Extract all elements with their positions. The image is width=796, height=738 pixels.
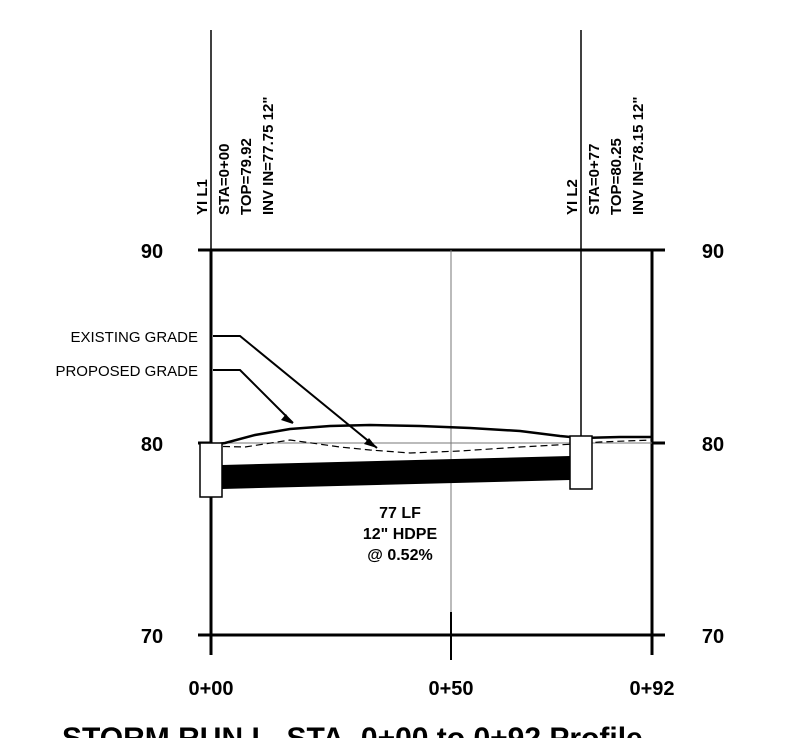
structure-1-name: YI L1 — [194, 179, 211, 215]
y-tick-right-90: 90 — [702, 241, 724, 263]
y-tick-right-80: 80 — [702, 434, 724, 456]
proposed-grade-arrowhead — [281, 414, 293, 424]
structure-1-label: YI L1 STA=0+00 TOP=79.92 INV IN=77.75 12… — [194, 97, 277, 215]
proposed-grade-callout: PROPOSED GRADE — [55, 363, 198, 380]
structure-1-top: TOP=79.92 — [238, 138, 255, 215]
existing-grade-leader — [213, 335, 378, 449]
structure-2-station: STA=0+77 — [586, 144, 603, 215]
y-tick-left-80: 80 — [141, 434, 163, 456]
existing-grade-arrowhead — [364, 438, 377, 448]
pipe-length: 77 LF — [379, 505, 421, 522]
x-tick-0+00: 0+00 — [188, 678, 233, 700]
structure-2-invert: INV IN=78.15 12" — [630, 97, 647, 215]
storm-pipe — [222, 456, 570, 489]
x-tick-0+92: 0+92 — [629, 678, 674, 700]
proposed-grade-leader — [213, 369, 294, 424]
y-tick-left-70: 70 — [141, 626, 163, 648]
profile-title: STORM RUN I - STA. 0+00 to 0+92 Profile — [62, 722, 643, 738]
structure-1-invert: INV IN=77.75 12" — [260, 97, 277, 215]
structure-1-box — [199, 442, 223, 498]
existing-grade-line — [200, 439, 653, 454]
structure-2-box — [569, 435, 593, 490]
existing-grade-callout: EXISTING GRADE — [70, 329, 198, 346]
structure-2-top: TOP=80.25 — [608, 138, 625, 215]
structure-2-name: YI L2 — [564, 179, 581, 215]
pipe-material: 12" HDPE — [363, 526, 438, 543]
x-tick-0+50: 0+50 — [428, 678, 473, 700]
y-tick-right-70: 70 — [702, 626, 724, 648]
structure-2-label: YI L2 STA=0+77 TOP=80.25 INV IN=78.15 12… — [564, 97, 647, 215]
y-tick-left-90: 90 — [141, 241, 163, 263]
structure-1-station: STA=0+00 — [216, 144, 233, 215]
pipe-slope: @ 0.52% — [367, 547, 432, 564]
